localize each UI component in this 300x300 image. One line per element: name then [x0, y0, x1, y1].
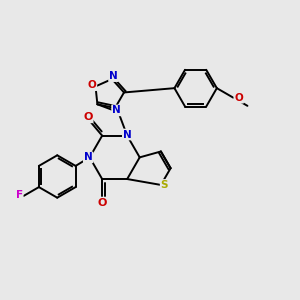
Text: O: O — [83, 112, 93, 122]
Text: N: N — [84, 152, 92, 162]
Text: N: N — [123, 130, 132, 140]
Text: O: O — [98, 198, 107, 208]
Text: N: N — [112, 105, 121, 116]
Text: F: F — [16, 190, 23, 200]
Text: O: O — [234, 93, 243, 103]
Text: O: O — [88, 80, 96, 90]
Text: N: N — [109, 71, 118, 81]
Text: S: S — [161, 180, 168, 190]
